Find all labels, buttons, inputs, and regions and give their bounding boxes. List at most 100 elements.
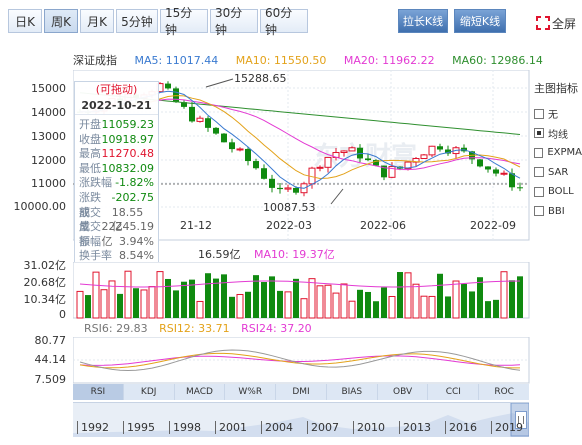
tooltip-row-close: 收盘 10918.97 [79,132,154,146]
fullscreen-icon [536,16,550,30]
price-axis-label: 13000 [31,130,66,143]
ma10-value: MA10: 11550.50 [235,54,327,67]
period-day-button[interactable]: 日K [8,9,42,33]
grip-icon [518,416,524,424]
volume-bar [357,289,363,318]
ma-legend: 深证成指 MA5: 11017.44 MA10: 11550.50 MA20: … [73,52,543,68]
ma60-value: MA60: 12986.14 [452,54,543,67]
volume-bar [477,277,483,318]
tooltip-row-high: 最高 11270.48 [79,147,154,161]
volume-bar [293,278,299,318]
tooltip-row-turnover-amt: 成交额 22245.19亿 [79,220,154,248]
period-30min-button[interactable]: 30分钟 [210,6,258,37]
data-tooltip[interactable]: (可拖动) 2022-10-21 开盘 11059.23 收盘 10918.97 最… [74,81,159,284]
time-axis-label: 2022-06 [360,219,406,232]
volume-bar [412,283,420,319]
candle-body [404,161,412,170]
price-axis-label: 10000.00 [13,200,67,213]
candle-body [477,159,483,167]
volume-bar [205,273,211,318]
indicator-option-none[interactable]: 无 [534,104,582,124]
rsi-axis-label: 7.509 [34,373,67,386]
candle-body [165,83,171,89]
volume-value: 16.59亿 [198,248,241,261]
indicator-option-boll[interactable]: BOLL [534,182,582,202]
period-month-button[interactable]: 月K [80,9,114,33]
price-axis-label: 11000 [31,177,66,190]
volume-axis-label: 31.02亿 [23,259,67,272]
price-axis-label: 15000 [31,82,66,95]
volume-bar [277,290,283,318]
tab-obv[interactable]: OBV [378,384,429,400]
period-15min-button[interactable]: 15分钟 [160,6,208,37]
tab-roc[interactable]: ROC [494,387,514,397]
tab-cci[interactable]: CCI [428,384,480,400]
rsi12-value: RSI12: 33.71 [159,322,230,335]
indicator-option-bbi[interactable]: BBI [534,202,582,222]
tab-macd[interactable]: MACD [175,384,226,400]
volume-bar [245,291,251,318]
indicator-option-sar[interactable]: SAR [534,163,582,183]
tab-kdj[interactable]: KDJ [124,384,175,400]
timeline-handle[interactable] [515,411,527,429]
timeline-years: 1992 1995 1998 2001 2004 2007 2010 2013 … [73,421,529,435]
fullscreen-button[interactable]: 全屏 [536,13,576,33]
candle-body [493,169,499,174]
tab-rsi[interactable]: RSI [73,384,124,400]
checkbox-icon [534,147,544,158]
checkbox-icon [534,186,544,197]
candle-body [236,148,244,151]
candle-body [420,154,428,160]
tab-wr[interactable]: W%R [225,384,277,400]
shrink-kline-button[interactable]: 缩短K线 [454,9,506,33]
volume-bar [340,283,348,319]
volume-bar [485,301,491,318]
time-axis-label: 2022-03 [266,219,312,232]
tooltip-row-change-amt: 涨跌额 -202.75 [79,190,154,219]
indicator-option-ma[interactable]: 均线 [534,124,582,144]
volume-bar [308,278,316,319]
volume-bar [124,270,132,319]
candle-body [485,166,491,170]
timeline-year: 1998 [169,421,201,434]
volume-chart[interactable] [73,262,530,319]
tab-bias[interactable]: BIAS [327,384,378,400]
period-week-button[interactable]: 周K [44,9,78,33]
volume-bar [196,300,204,319]
volume-bar [165,278,171,318]
indicator-option-expma[interactable]: EXPMA [534,143,582,163]
volume-bar [332,292,340,319]
candle-body [189,106,195,122]
candle-body [517,187,523,189]
ma20-value: MA20: 11962.22 [343,54,435,67]
timeline-navigator[interactable]: 1992 1995 1998 2001 2004 2007 2010 2013 … [73,402,529,437]
candle-body [324,156,332,168]
candle-body [221,133,227,143]
stretch-kline-button[interactable]: 拉长K线 [398,9,448,33]
candle-body [428,145,436,156]
volume-bar [316,285,324,319]
tooltip-row-turnover-rate: 换手率 8.54% [79,249,154,263]
candle-body [284,187,292,190]
tooltip-row-volume: 成交量 18.55亿 [79,205,144,234]
rsi-axis-label: 44.14 [34,353,67,366]
candle-body [269,178,275,188]
candle-body [388,166,396,178]
high-annotation: 15288.65 [234,72,287,85]
period-60min-button[interactable]: 60分钟 [260,6,308,37]
checkbox-icon [534,108,544,119]
period-5min-button[interactable]: 5分钟 [116,9,158,33]
volume-bar [140,289,148,319]
volume-bar [156,271,164,319]
timeline-year: 2019 [491,421,523,434]
candle-body [316,166,324,169]
candle-body [445,149,451,154]
tooltip-row-low: 最低 10832.09 [79,161,154,175]
rsi-chart[interactable] [73,337,530,384]
volume-bar [173,290,179,318]
tooltip-row-change-pct: 涨跌幅 -1.82% [79,176,154,190]
volume-bar [373,301,379,318]
checkbox-icon [534,206,544,217]
tab-dmi[interactable]: DMI [276,384,327,400]
candle-body [213,127,219,134]
